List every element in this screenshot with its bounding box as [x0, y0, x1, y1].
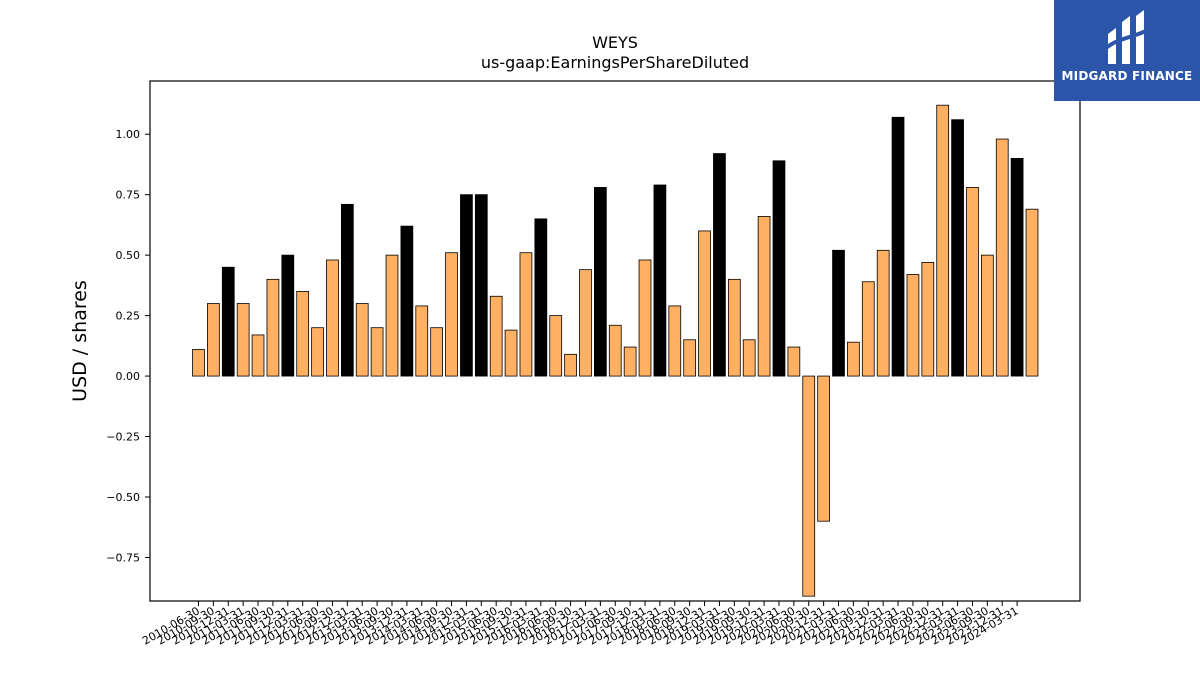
chart-subtitle: us-gaap:EarningsPerShareDiluted	[481, 53, 749, 72]
bar	[340, 203, 354, 377]
bar	[579, 269, 592, 377]
bar	[281, 254, 295, 377]
bar	[653, 184, 667, 377]
bar	[549, 315, 563, 377]
y-tick-label: 0.00	[116, 370, 141, 383]
bar	[564, 353, 577, 377]
y-tick-label: −0.50	[106, 491, 140, 504]
bar	[430, 327, 444, 377]
bar	[251, 334, 265, 377]
y-tick-label: 0.50	[116, 249, 141, 262]
bar	[698, 230, 711, 377]
bar	[980, 254, 994, 377]
bar	[876, 249, 890, 377]
bar	[921, 261, 935, 377]
bar	[847, 341, 860, 377]
bar	[713, 153, 726, 377]
bar	[891, 116, 905, 377]
bar	[861, 281, 875, 377]
bar	[608, 324, 622, 377]
bar	[489, 295, 503, 377]
bar	[400, 225, 414, 377]
bar	[787, 346, 801, 377]
bar	[802, 375, 816, 597]
bar	[221, 266, 235, 377]
bar	[594, 187, 607, 377]
bars-group	[192, 104, 1039, 597]
bar	[638, 259, 652, 377]
bar	[445, 252, 458, 377]
bar	[832, 249, 845, 377]
bar	[623, 346, 637, 377]
bar	[415, 305, 429, 377]
y-tick-label: −0.75	[106, 551, 140, 564]
bar	[742, 339, 756, 377]
brand-name: MIDGARD FINANCE	[1061, 69, 1193, 83]
chart-title: WEYS	[592, 33, 638, 52]
bar	[951, 119, 964, 377]
bar	[460, 194, 473, 377]
y-tick-label: 0.75	[116, 189, 141, 202]
bar	[236, 303, 250, 377]
bar	[192, 349, 205, 377]
bar	[311, 327, 324, 377]
y-tick-label: −0.25	[106, 431, 140, 444]
bar	[504, 329, 518, 377]
bar	[966, 187, 979, 377]
bar	[1025, 208, 1039, 377]
bar	[757, 216, 771, 377]
bar	[370, 327, 384, 377]
bar	[995, 138, 1009, 377]
y-axis-label: USD / shares	[69, 280, 91, 402]
y-tick-label: 0.25	[116, 310, 141, 323]
y-axis-ticks: 1.00 0.75 0.50 0.25 0.00 −0.25 −0.50 −0.75	[106, 128, 150, 564]
bar	[906, 274, 920, 377]
bar	[668, 305, 682, 377]
bar	[385, 254, 399, 377]
bar	[326, 259, 339, 377]
bar	[519, 252, 533, 377]
x-axis-ticks: 2010-06-302010-09-302010-12-312011-03-31…	[140, 601, 1021, 648]
bar	[727, 278, 741, 377]
bar	[817, 375, 830, 522]
bar	[683, 339, 697, 377]
y-tick-label: 1.00	[116, 128, 141, 141]
brand-logo: MIDGARD FINANCE	[1054, 0, 1200, 101]
bar	[296, 291, 310, 377]
plot-frame	[149, 80, 1081, 602]
bar	[355, 303, 369, 377]
bar	[207, 303, 220, 377]
bar	[266, 278, 280, 377]
bar	[772, 160, 786, 377]
bar	[534, 218, 548, 377]
bar	[936, 104, 950, 377]
bar	[1010, 157, 1024, 377]
bar	[474, 194, 488, 377]
midgard-logo-icon	[1104, 10, 1149, 64]
